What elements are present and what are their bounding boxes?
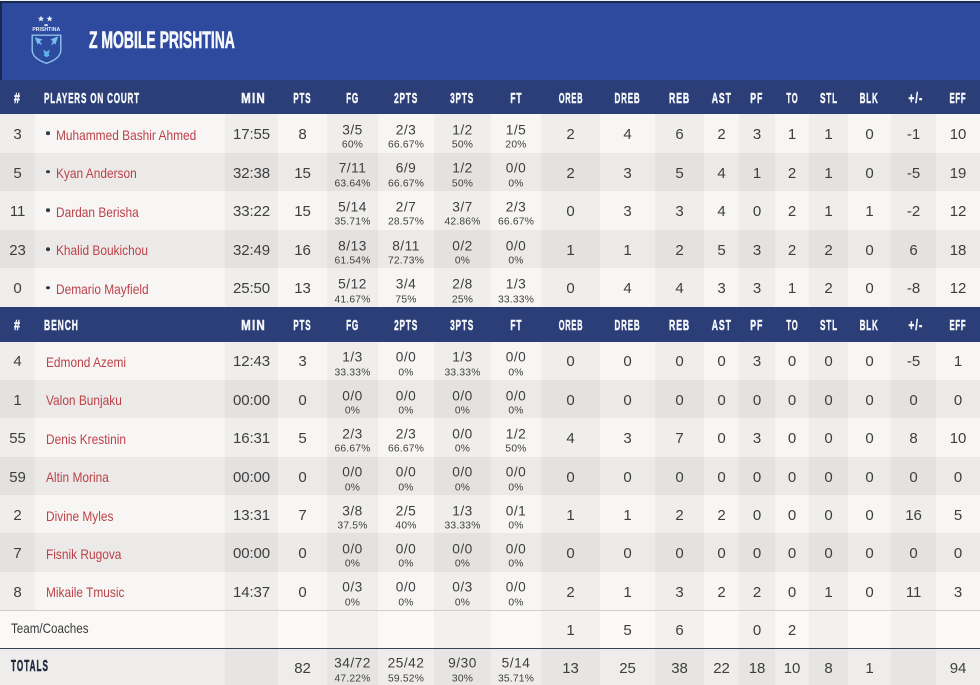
svg-text:PRISHTINA: PRISHTINA xyxy=(32,27,60,33)
